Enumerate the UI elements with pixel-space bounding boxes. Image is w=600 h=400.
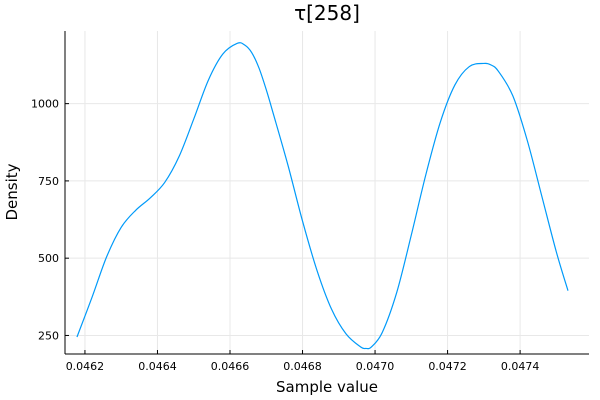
y-tick-label: 500 (38, 252, 59, 265)
y-tick-label: 1000 (31, 98, 59, 111)
x-axis-label: Sample value (276, 378, 378, 396)
x-tick-label: 0.0472 (428, 360, 467, 373)
x-tick-label: 0.0464 (138, 360, 177, 373)
ticks: 0.0462 0.0464 0.0466 0.0468 0.0470 0.0472 0.04… (31, 98, 539, 373)
grid (65, 31, 589, 354)
series-layer (76, 42, 569, 350)
x-tick-label: 0.0474 (501, 360, 540, 373)
y-tick-label: 250 (38, 329, 59, 342)
chart-title: τ[258] (294, 1, 360, 25)
x-tick-label: 0.0466 (211, 360, 250, 373)
y-axis-label: Density (3, 163, 21, 220)
x-tick-label: 0.0462 (66, 360, 105, 373)
y-tick-label: 750 (38, 175, 59, 188)
density-series-line (76, 42, 569, 350)
x-tick-label: 0.0470 (356, 360, 395, 373)
x-tick-label: 0.0468 (283, 360, 322, 373)
